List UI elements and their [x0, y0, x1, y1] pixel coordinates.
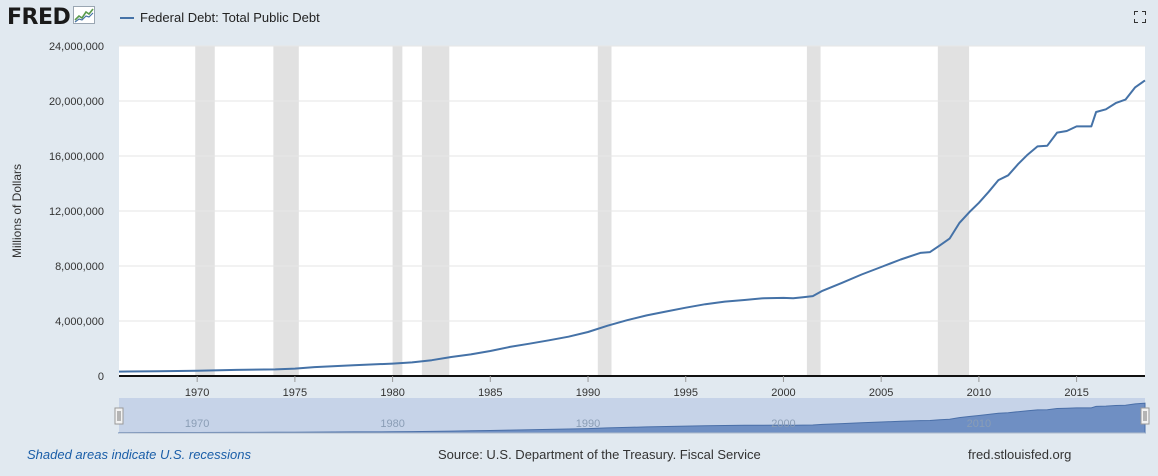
- logo-text: FRED: [7, 5, 71, 30]
- x-tick-label: 1995: [674, 387, 698, 399]
- navigator-left-handle[interactable]: [114, 407, 124, 425]
- x-tick-label: 1970: [185, 387, 209, 399]
- navigator-tick-label: 1990: [576, 418, 600, 430]
- y-axis-label: Millions of Dollars: [10, 164, 24, 258]
- y-tick-label: 16,000,000: [49, 151, 104, 163]
- y-tick-label: 24,000,000: [49, 41, 104, 53]
- y-tick-label: 0: [98, 371, 104, 383]
- chart-header: FRED Federal Debt: Total Public Debt: [0, 0, 1158, 36]
- x-tick-label: 2005: [869, 387, 893, 399]
- x-tick-label: 2010: [967, 387, 991, 399]
- fred-logo[interactable]: FRED: [7, 5, 96, 30]
- series-line: [118, 79, 1146, 373]
- source-text: Source: U.S. Department of the Treasury.…: [438, 447, 761, 462]
- source-url[interactable]: fred.stlouisfed.org: [968, 447, 1072, 462]
- navigator-tick-label: 2010: [967, 418, 991, 430]
- x-tick-label: 2015: [1064, 387, 1088, 399]
- y-tick-label: 4,000,000: [55, 316, 104, 328]
- navigator-tick-label: 2000: [771, 418, 795, 430]
- legend-line-swatch: [120, 16, 134, 19]
- chart-footer: Shaded areas indicate U.S. recessions So…: [0, 447, 1158, 467]
- recession-note: Shaded areas indicate U.S. recessions: [27, 447, 252, 462]
- x-tick-label: 1990: [576, 387, 600, 399]
- fred-chart-icon: [73, 6, 96, 29]
- line-chart: 0 4,000,000 8,000,000 12,000,000 16,000,000 2…: [10, 41, 1150, 434]
- y-tick-label: 12,000,000: [49, 206, 104, 218]
- series-title: Federal Debt: Total Public Debt: [140, 10, 320, 25]
- navigator-tick-label: 1980: [380, 418, 404, 430]
- x-tick-label: 1985: [478, 387, 502, 399]
- navigator-right-handle[interactable]: [1140, 407, 1150, 425]
- y-tick-label: 8,000,000: [55, 261, 104, 273]
- x-tick-label: 2000: [771, 387, 795, 399]
- navigator-series-area: [118, 402, 1146, 434]
- navigator-tick-label: 1970: [185, 418, 209, 430]
- fullscreen-icon[interactable]: [1133, 10, 1147, 28]
- series-legend: Federal Debt: Total Public Debt: [120, 10, 320, 25]
- y-tick-label: 20,000,000: [49, 96, 104, 108]
- x-tick-label: 1975: [283, 387, 307, 399]
- x-tick-label: 1980: [380, 387, 404, 399]
